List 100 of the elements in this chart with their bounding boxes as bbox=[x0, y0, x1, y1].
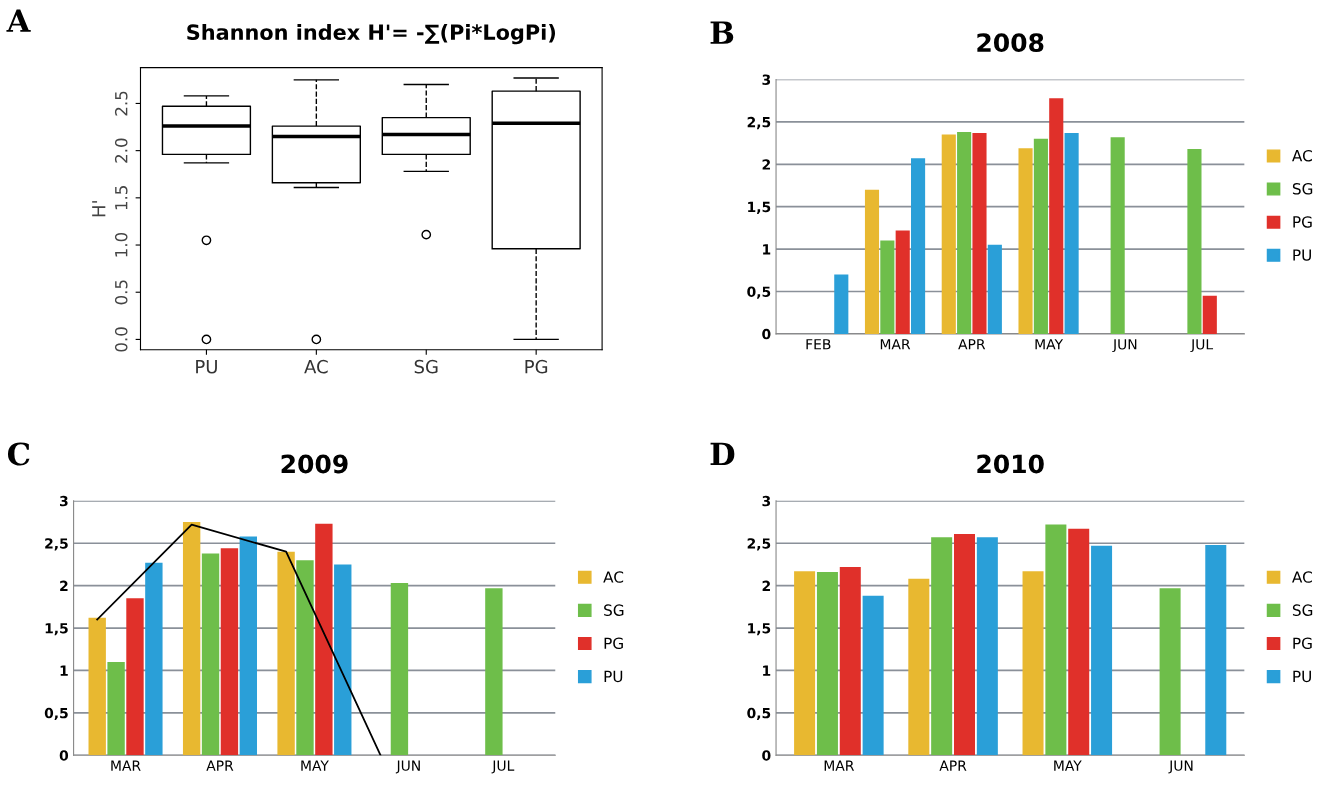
bar bbox=[1187, 149, 1202, 334]
chart-title: 2010 bbox=[977, 454, 1044, 474]
legend-label: PU bbox=[1293, 670, 1311, 683]
x-tick-label: APR bbox=[958, 339, 986, 350]
y-tick-label: 1.0 bbox=[114, 232, 128, 257]
bar bbox=[1159, 588, 1181, 756]
x-tick-label: JUL bbox=[491, 760, 515, 774]
y-tick-label: 3 bbox=[762, 495, 771, 507]
legend-label: AC bbox=[603, 571, 624, 583]
bar bbox=[239, 536, 258, 756]
bar bbox=[107, 661, 125, 756]
y-tick-label: 2 bbox=[60, 580, 68, 591]
y-tick-label: 2 bbox=[762, 580, 770, 591]
bar bbox=[931, 537, 953, 756]
y-tick-label: 1.5 bbox=[115, 186, 128, 210]
bar bbox=[957, 132, 972, 334]
x-tick-label: MAR bbox=[880, 339, 911, 350]
y-tick-label: 0.0 bbox=[114, 327, 128, 352]
x-tick-label: JUN bbox=[1112, 339, 1137, 353]
legend-label: PU bbox=[1293, 249, 1311, 261]
bar bbox=[1049, 98, 1064, 334]
bar bbox=[1091, 545, 1113, 756]
bar bbox=[972, 132, 987, 334]
x-tick-label: APR bbox=[206, 760, 234, 771]
bar bbox=[834, 274, 849, 334]
x-tick-label: FEB bbox=[806, 339, 831, 350]
bar bbox=[880, 240, 895, 334]
y-tick-label: 0,5 bbox=[747, 286, 771, 299]
bar bbox=[1022, 571, 1044, 756]
y-tick-label: 0 bbox=[762, 750, 771, 761]
bar bbox=[126, 598, 144, 756]
bar bbox=[334, 564, 352, 756]
bar bbox=[485, 588, 503, 756]
chart-title: 2008 bbox=[977, 33, 1044, 53]
bar bbox=[296, 560, 314, 756]
y-tick-label: 2 bbox=[762, 159, 770, 170]
bar bbox=[895, 230, 910, 334]
y-tick-label: 1,5 bbox=[748, 201, 771, 214]
text: A bbox=[6, 9, 31, 32]
y-tick-label: 0.5 bbox=[114, 280, 128, 305]
y-tick-label: 0 bbox=[59, 750, 69, 761]
x-tick-label: SG bbox=[414, 359, 438, 374]
text: D bbox=[710, 442, 735, 466]
bar bbox=[390, 583, 409, 756]
bar bbox=[941, 134, 956, 334]
text: C bbox=[7, 442, 30, 466]
x-tick-label: MAY bbox=[1054, 760, 1082, 771]
bar bbox=[1068, 528, 1090, 756]
bar bbox=[1018, 148, 1033, 334]
bar bbox=[277, 551, 295, 756]
x-tick-label: PG bbox=[525, 359, 548, 374]
bar bbox=[911, 158, 926, 334]
y-tick-label: 0,5 bbox=[747, 707, 771, 721]
bar bbox=[987, 244, 1002, 334]
y-tick-label: 2,5 bbox=[45, 538, 68, 551]
y-tick-label: 0 bbox=[762, 328, 771, 340]
bar bbox=[182, 522, 201, 756]
bar bbox=[220, 548, 239, 756]
x-tick-label: APR bbox=[939, 760, 967, 771]
bar bbox=[315, 523, 333, 756]
x-tick-label: MAR bbox=[824, 760, 855, 771]
legend-label: PG bbox=[1293, 637, 1312, 650]
bar bbox=[953, 533, 976, 756]
y-tick-label: 3 bbox=[762, 74, 771, 85]
text: B bbox=[710, 21, 734, 44]
x-tick-label: MAR bbox=[111, 760, 141, 771]
bar bbox=[908, 578, 930, 756]
line-series bbox=[96, 523, 382, 756]
y-tick-label: 2,5 bbox=[747, 538, 771, 551]
x-tick-label: MAY bbox=[1035, 339, 1064, 350]
bar bbox=[1033, 138, 1048, 334]
bar bbox=[864, 189, 880, 334]
bar bbox=[816, 572, 838, 756]
y-tick-label: 2.0 bbox=[114, 138, 128, 163]
legend-label: SG bbox=[604, 604, 624, 616]
bar bbox=[201, 553, 220, 756]
y-tick-label: 3 bbox=[59, 495, 68, 507]
bar bbox=[839, 566, 861, 756]
bar bbox=[794, 571, 816, 756]
y-axis-title: H' bbox=[92, 201, 106, 217]
chart-title: Shannon index H'= -∑(Pi*LogPi) bbox=[187, 23, 556, 45]
legend-label: PG bbox=[604, 637, 623, 650]
legend-label: SG bbox=[1292, 604, 1313, 616]
y-tick-label: 1,5 bbox=[748, 623, 771, 636]
bar bbox=[1064, 132, 1079, 334]
bar bbox=[88, 617, 106, 756]
y-tick-label: 1 bbox=[60, 665, 68, 676]
x-tick-label: JUL bbox=[1190, 339, 1214, 353]
y-tick-label: 0,5 bbox=[44, 707, 68, 721]
bar bbox=[1205, 544, 1227, 756]
legend-label: AC bbox=[1292, 149, 1312, 162]
x-tick-label: AC bbox=[304, 359, 328, 374]
bar bbox=[862, 595, 884, 756]
x-tick-label: MAY bbox=[301, 760, 329, 771]
legend-label: SG bbox=[1292, 183, 1313, 195]
x-tick-label: JUN bbox=[395, 760, 420, 774]
chart-title: 2009 bbox=[281, 454, 348, 474]
bar bbox=[1110, 137, 1125, 334]
y-tick-label: 1 bbox=[763, 665, 771, 676]
bar bbox=[976, 537, 998, 756]
